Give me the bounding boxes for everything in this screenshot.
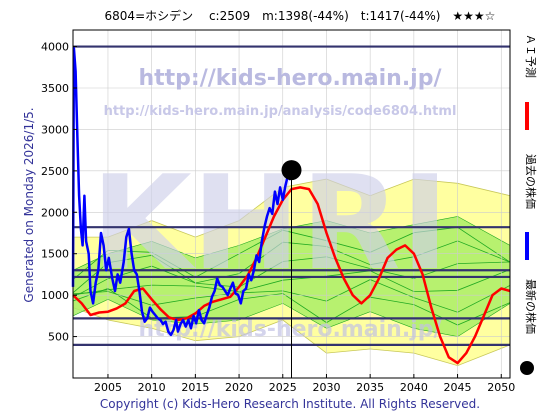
x-tick-label: 2040 xyxy=(400,381,428,394)
series-lines xyxy=(71,46,511,378)
x-tick-label: 2045 xyxy=(444,381,472,394)
legend-label: 最新の株価 xyxy=(524,279,538,334)
y-tick-label: 500 xyxy=(48,331,69,344)
chart-header: 6804=ホシデン c:2509 m:1398(-44%) t:1417(-44… xyxy=(105,8,496,23)
x-tick-label: 2015 xyxy=(181,381,209,394)
y-tick-label: 3500 xyxy=(41,82,69,95)
y-tick-label: 1000 xyxy=(41,289,69,302)
x-tick-label: 2050 xyxy=(487,381,515,394)
x-tick-label: 2035 xyxy=(356,381,384,394)
y-tick-label: 3000 xyxy=(41,123,69,136)
series-line xyxy=(71,46,293,337)
legend-label: 過去の株価 xyxy=(524,154,538,209)
y-tick-label: 1500 xyxy=(41,248,69,261)
y-tick-label: 2000 xyxy=(41,206,69,219)
x-tick-label: 2030 xyxy=(312,381,340,394)
x-tick-label: 2005 xyxy=(94,381,122,394)
x-tick-label: 2025 xyxy=(269,381,297,394)
x-tick-label: 2020 xyxy=(225,381,253,394)
legend-dot xyxy=(520,361,534,375)
y-tick-label: 4000 xyxy=(41,41,69,54)
generated-date-label: Generated on Monday 2026/1/5. xyxy=(22,107,36,302)
legend-label: ＡＩ予測 xyxy=(524,34,538,78)
copyright-footer: Copyright (c) Kids-Hero Research Institu… xyxy=(100,397,480,411)
latest-price-dot xyxy=(281,160,302,181)
y-tick-label: 2500 xyxy=(41,165,69,178)
watermark-url-page: http://kids-hero.main.jp/analysis/code68… xyxy=(104,104,457,119)
axes: 500 1000 1500 2000 2500 3000 3500 4000 2005 2010 2… xyxy=(41,41,515,394)
plot-border xyxy=(72,29,511,379)
watermark-url-main: http://kids-hero.main.jp/ xyxy=(138,66,442,91)
x-tick-label: 2010 xyxy=(138,381,166,394)
